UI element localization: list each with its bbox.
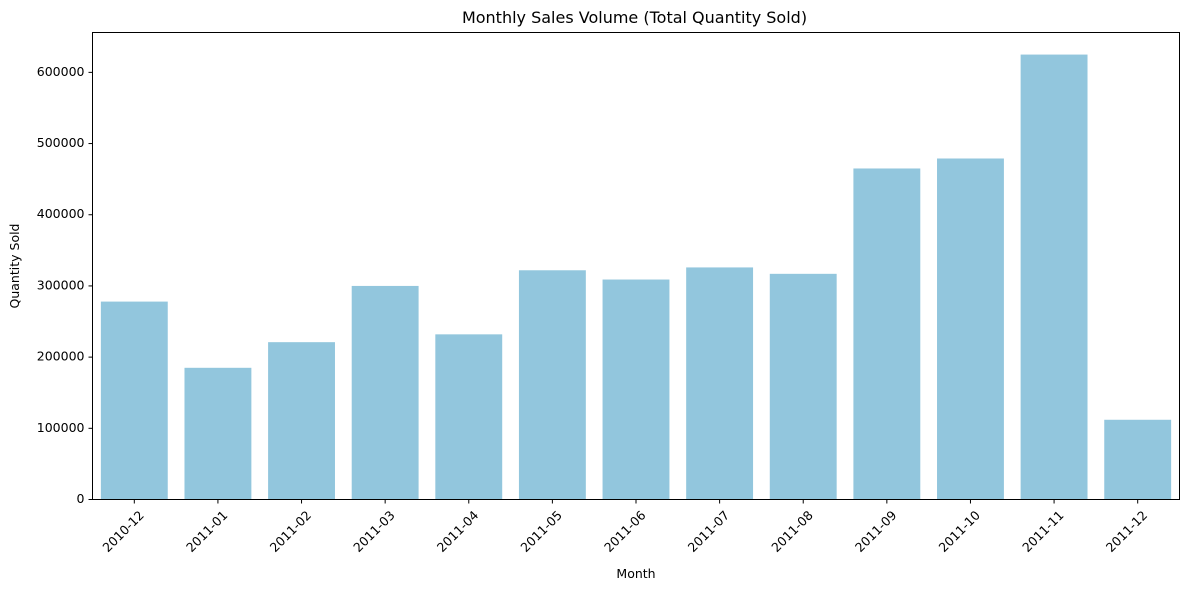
bar-2011-04 xyxy=(435,334,503,500)
plot-frame xyxy=(92,32,1180,500)
bar-2011-10 xyxy=(937,158,1004,500)
x-tick-label: 2011-10 xyxy=(936,507,984,555)
bar-2011-09 xyxy=(853,168,921,500)
y-tick-label: 100000 xyxy=(37,420,85,435)
y-tick-label: 0 xyxy=(77,491,85,506)
bar-2011-02 xyxy=(268,342,335,500)
x-tick-label: 2011-07 xyxy=(685,507,733,555)
x-tick-label: 2011-03 xyxy=(350,507,398,555)
x-tick-label: 2010-12 xyxy=(99,507,147,555)
y-tick-label: 500000 xyxy=(37,135,85,150)
bar-2011-07 xyxy=(686,267,754,500)
x-tick-label: 2011-06 xyxy=(601,507,649,555)
x-tick-label: 2011-11 xyxy=(1019,507,1067,555)
x-axis: 2010-12 2011-01 2011-02 2011-03 2011-04 2011-… xyxy=(99,499,1151,555)
bar-2011-11 xyxy=(1020,54,1088,500)
bar-2010-12 xyxy=(100,301,168,500)
bar-2011-08 xyxy=(769,273,837,500)
bar-2011-01 xyxy=(184,367,252,500)
y-axis: 0 100000 200000 300000 400000 500000 600000 xyxy=(37,64,93,506)
bars-group xyxy=(100,54,1172,500)
y-tick-label: 400000 xyxy=(37,206,85,221)
x-tick-label: 2011-04 xyxy=(434,507,482,555)
x-tick-label: 2011-09 xyxy=(852,507,900,555)
y-tick-label: 300000 xyxy=(37,277,85,292)
x-axis-label: Month xyxy=(616,566,655,581)
bar-2011-06 xyxy=(602,279,670,500)
x-tick-label: 2011-12 xyxy=(1103,507,1151,555)
bar-2011-05 xyxy=(518,270,586,500)
x-tick-label: 2011-05 xyxy=(517,507,565,555)
y-axis-label: Quantity Sold xyxy=(7,224,22,309)
y-tick-label: 600000 xyxy=(37,64,85,79)
chart-title: Monthly Sales Volume (Total Quantity Sol… xyxy=(462,8,807,27)
bar-2011-03 xyxy=(351,285,419,500)
x-tick-label: 2011-01 xyxy=(183,507,231,555)
x-tick-label: 2011-02 xyxy=(267,507,315,555)
y-tick-label: 200000 xyxy=(37,349,85,364)
bar-2011-12 xyxy=(1104,419,1172,500)
x-tick-label: 2011-08 xyxy=(768,507,816,555)
